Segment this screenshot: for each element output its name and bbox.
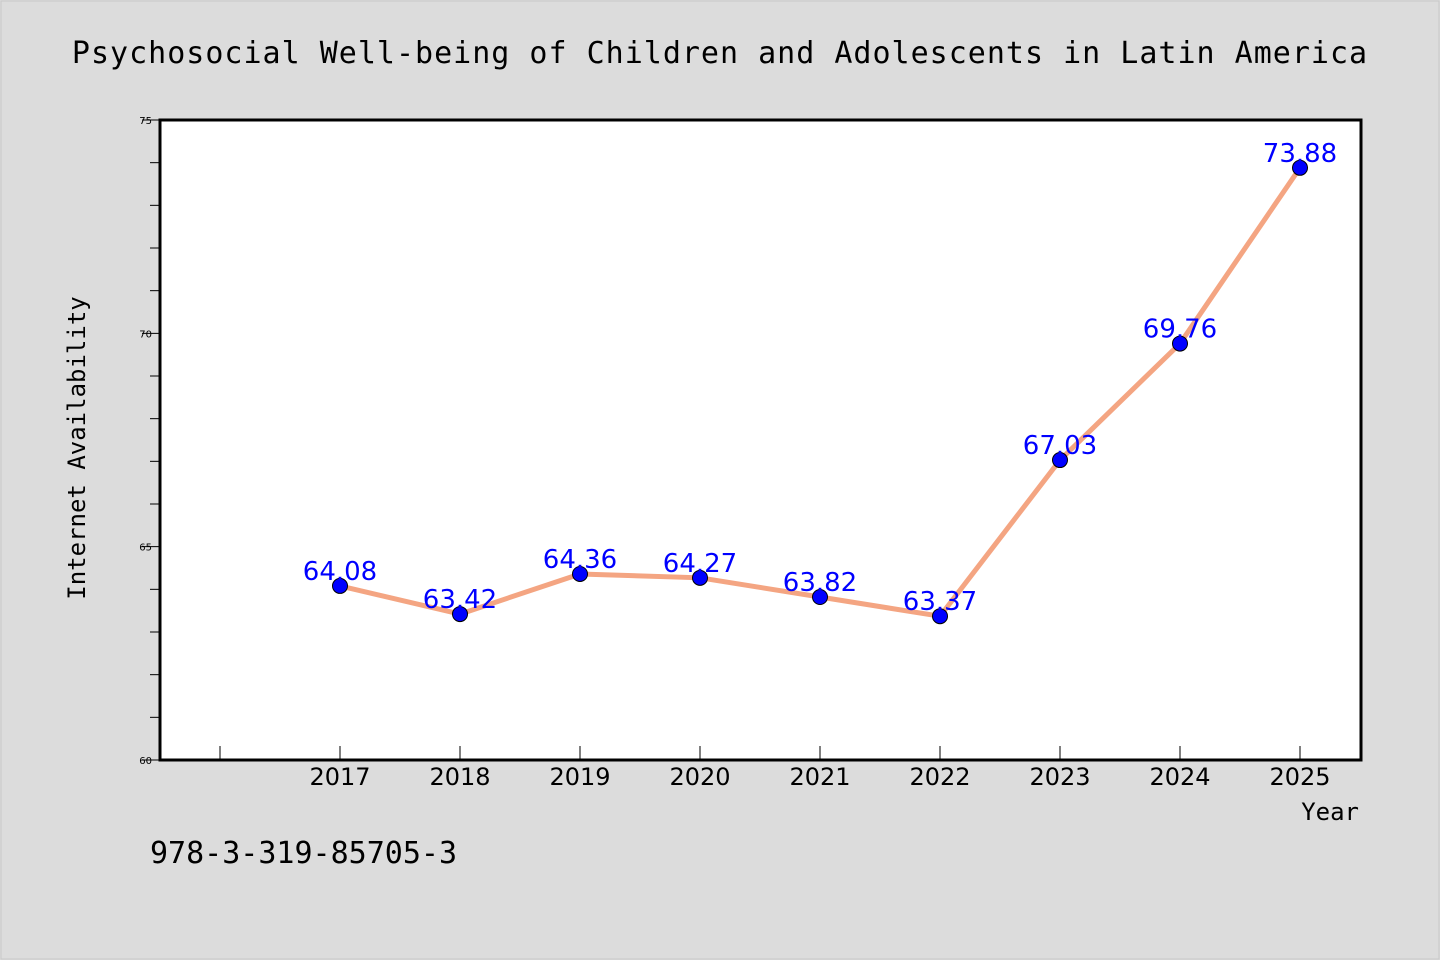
data-label: 67.03	[1023, 431, 1097, 461]
data-label: 64.27	[663, 549, 737, 579]
y-tick-label: 60	[139, 756, 152, 767]
data-label: 63.42	[423, 585, 497, 615]
footer-code: 978-3-319-85705-3	[150, 836, 457, 871]
series-layer	[332, 159, 1308, 625]
data-point	[932, 608, 948, 625]
data-label: 63.37	[903, 587, 977, 617]
data-point	[812, 589, 828, 606]
data-label: 64.36	[543, 545, 617, 575]
data-labels: 64.08 63.42 64.36 64.27 63.82 63.37 67.03 69.76…	[303, 139, 1337, 617]
data-point	[1052, 452, 1068, 469]
data-label: 69.76	[1143, 315, 1217, 345]
data-label: 63.82	[783, 568, 857, 598]
y-tick-label: 75	[139, 116, 152, 127]
data-point	[1172, 335, 1188, 352]
y-tick-label: 65	[139, 543, 152, 554]
x-tick-label: 2022	[909, 763, 970, 791]
data-point	[572, 565, 588, 582]
data-point	[332, 577, 348, 594]
x-axis-label: Year	[1301, 798, 1359, 826]
x-axis: 2017 2018 2019 2020 2021 2022 2023 2024 2025	[219, 746, 1331, 791]
plot-area	[158, 118, 1363, 762]
y-axis: 60 65 70 75	[139, 116, 160, 767]
x-tick-label: 2019	[549, 763, 610, 791]
data-point	[692, 569, 708, 586]
x-tick-label: 2024	[1149, 763, 1210, 791]
y-axis-label: Internet Availability	[63, 296, 91, 599]
x-tick-label: 2017	[309, 763, 370, 791]
data-label: 64.08	[303, 557, 377, 587]
x-tick-label: 2023	[1029, 763, 1090, 791]
x-tick-label: 2021	[789, 763, 850, 791]
chart-title: Psychosocial Well-being of Children and …	[72, 36, 1368, 71]
y-tick-label: 70	[139, 329, 152, 340]
data-point	[452, 606, 468, 623]
x-tick-label: 2018	[429, 763, 490, 791]
data-label: 73.88	[1263, 139, 1337, 169]
x-tick-label: 2020	[669, 763, 730, 791]
data-point	[1292, 159, 1308, 176]
x-tick-label: 2025	[1269, 763, 1330, 791]
